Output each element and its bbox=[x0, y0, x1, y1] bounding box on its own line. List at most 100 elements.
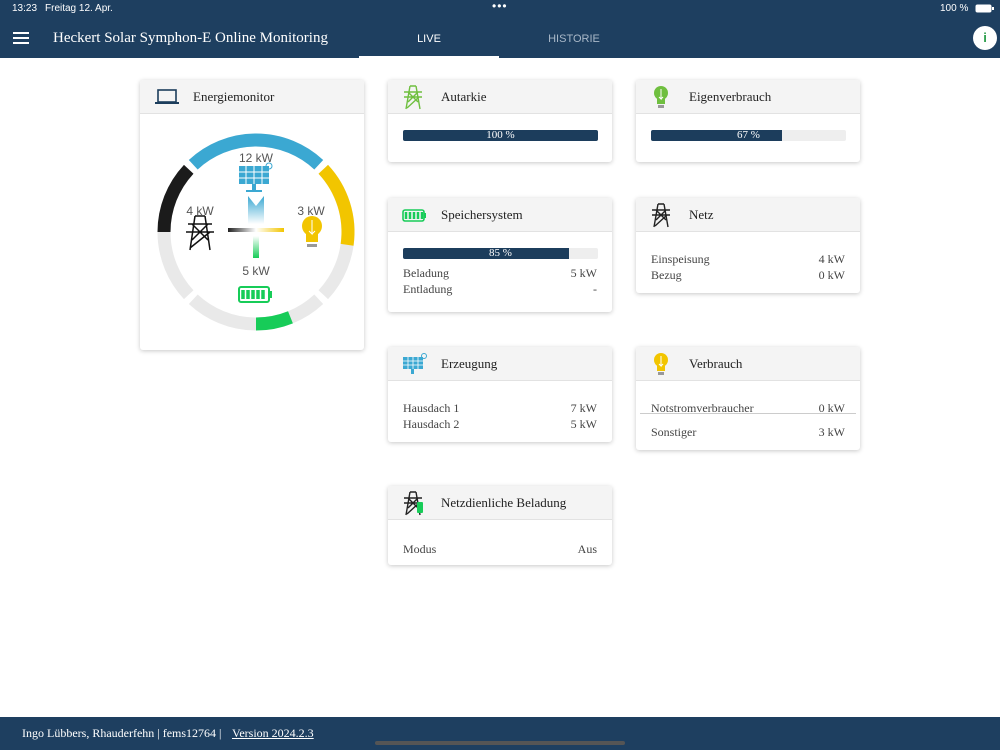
progress-fill bbox=[403, 248, 569, 259]
card: Netzdienliche Beladung Modus Aus bbox=[388, 486, 612, 565]
row-value: 3 kW bbox=[818, 425, 845, 439]
progress-bar: 100 % bbox=[403, 130, 598, 141]
progress-fill bbox=[403, 130, 598, 141]
row-value: - bbox=[593, 282, 597, 296]
card-row: Entladung - bbox=[403, 282, 597, 297]
storage-label: 5 kW bbox=[242, 264, 270, 278]
card-row: Hausdach 2 5 kW bbox=[403, 417, 597, 432]
footer: Ingo Lübbers, Rhauderfehn | fems12764 | … bbox=[0, 717, 1000, 750]
solar-icon bbox=[239, 162, 273, 192]
card-title: Netzdienliche Beladung bbox=[441, 495, 567, 510]
pylon-icon bbox=[186, 215, 214, 251]
row-label: Sonstiger bbox=[651, 425, 697, 439]
row-separator bbox=[640, 413, 856, 414]
row-value: Aus bbox=[577, 542, 597, 556]
row-label: Notstromverbraucher bbox=[651, 401, 754, 415]
home-indicator bbox=[375, 741, 625, 745]
status-time: 13:23 bbox=[12, 3, 38, 14]
card-row: Beladung 5 kW bbox=[403, 266, 597, 281]
header-bar: 13:23 Freitag 12. Apr. ••• 100 % Heckert… bbox=[0, 0, 1000, 58]
version-link[interactable]: Version 2024.2.3 bbox=[232, 726, 314, 740]
card-title: Netz bbox=[689, 207, 714, 222]
tab-indicator bbox=[359, 56, 499, 58]
card-header: Verbrauch bbox=[636, 347, 860, 381]
row-label: Hausdach 1 bbox=[403, 401, 460, 415]
pylon-icon bbox=[404, 85, 422, 110]
row-label: Modus bbox=[403, 542, 437, 556]
progress-bar: 85 % bbox=[403, 248, 598, 259]
status-date: Freitag 12. Apr. bbox=[45, 3, 113, 14]
row-value: 5 kW bbox=[570, 266, 597, 280]
card-title: Speichersystem bbox=[441, 207, 523, 222]
ring-grid bbox=[157, 164, 194, 233]
flow-production bbox=[248, 196, 264, 224]
pylon-icon bbox=[652, 203, 670, 228]
card-row: Notstromverbraucher 0 kW bbox=[651, 401, 845, 416]
laptop-icon bbox=[155, 89, 179, 104]
pylon-icon bbox=[404, 491, 423, 516]
card: Speichersystem 85 % Beladung 5 kW Entladung - bbox=[388, 198, 612, 312]
bulb-icon bbox=[654, 353, 668, 375]
ring-consumption bbox=[318, 164, 355, 246]
card-title: Erzeugung bbox=[441, 356, 498, 371]
ring-storage bbox=[255, 311, 293, 331]
info-button[interactable]: i bbox=[973, 26, 997, 50]
energy-ring: 12 kW 4 kW 3 kW 5 kW bbox=[157, 133, 355, 331]
row-label: Beladung bbox=[403, 266, 449, 280]
battery-icon bbox=[238, 286, 272, 303]
ring-production bbox=[188, 133, 324, 170]
footer-text: Ingo Lübbers, Rhauderfehn | fems12764 | bbox=[22, 726, 225, 740]
card-header: Netz bbox=[636, 198, 860, 232]
card-header: Erzeugung bbox=[388, 347, 612, 381]
row-value: 0 kW bbox=[818, 268, 845, 282]
tab-historie[interactable]: HISTORIE bbox=[548, 33, 600, 45]
card-row: Einspeisung 4 kW bbox=[651, 252, 845, 267]
battery-icon bbox=[402, 209, 426, 222]
status-dots: ••• bbox=[492, 0, 508, 13]
menu-button[interactable] bbox=[13, 32, 29, 44]
tab-live[interactable]: LIVE bbox=[417, 33, 441, 45]
row-label: Einspeisung bbox=[651, 252, 710, 266]
card-header: Energiemonitor bbox=[140, 80, 364, 114]
row-label: Entladung bbox=[403, 282, 453, 296]
card-row: Hausdach 1 7 kW bbox=[403, 401, 597, 416]
card: Erzeugung Hausdach 1 7 kW Hausdach 2 5 kW bbox=[388, 347, 612, 442]
flow-horizontal bbox=[228, 228, 284, 232]
status-battery: 100 % bbox=[940, 3, 969, 14]
bulb-icon bbox=[654, 86, 668, 108]
progress-fill bbox=[651, 130, 782, 141]
grid-label: 4 kW bbox=[186, 204, 214, 218]
row-value: 5 kW bbox=[570, 417, 597, 431]
card-title: Verbrauch bbox=[689, 356, 743, 371]
card-header: Autarkie bbox=[388, 80, 612, 114]
card-row: Bezug 0 kW bbox=[651, 268, 845, 283]
card-header: Speichersystem bbox=[388, 198, 612, 232]
energy-monitor-card: Energiemonitor 12 kW 4 kW 3 kW 5 kW bbox=[140, 80, 364, 350]
bulb-icon bbox=[302, 216, 322, 247]
card: Eigenverbrauch 67 % bbox=[636, 80, 860, 162]
progress-label: 85 % bbox=[489, 248, 512, 259]
solar-icon bbox=[403, 353, 427, 374]
card-row: Modus Aus bbox=[403, 542, 597, 557]
row-value: 0 kW bbox=[818, 401, 845, 415]
card: Verbrauch Notstromverbraucher 0 kW Sonstige… bbox=[636, 347, 860, 450]
flow-storage bbox=[253, 236, 259, 258]
row-label: Bezug bbox=[651, 268, 682, 282]
progress-label: 100 % bbox=[486, 130, 515, 141]
progress-label: 67 % bbox=[737, 130, 760, 141]
card-title: Autarkie bbox=[441, 89, 487, 104]
card-header: Netzdienliche Beladung bbox=[388, 486, 612, 520]
app-title: Heckert Solar Symphon-E Online Monitorin… bbox=[53, 30, 328, 46]
card-title: Energiemonitor bbox=[193, 89, 275, 104]
row-value: 4 kW bbox=[818, 252, 845, 266]
consumption-label: 3 kW bbox=[297, 204, 325, 218]
battery-icon bbox=[975, 4, 994, 13]
card-row: Sonstiger 3 kW bbox=[651, 425, 845, 440]
progress-bar: 67 % bbox=[651, 130, 846, 141]
card: Autarkie 100 % bbox=[388, 80, 612, 162]
row-label: Hausdach 2 bbox=[403, 417, 460, 431]
row-value: 7 kW bbox=[570, 401, 597, 415]
card-header: Eigenverbrauch bbox=[636, 80, 860, 114]
card: Netz Einspeisung 4 kW Bezug 0 kW bbox=[636, 198, 860, 293]
